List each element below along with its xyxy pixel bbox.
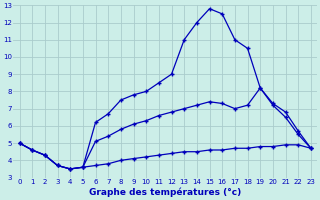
X-axis label: Graphe des températures (°c): Graphe des températures (°c) — [89, 188, 241, 197]
